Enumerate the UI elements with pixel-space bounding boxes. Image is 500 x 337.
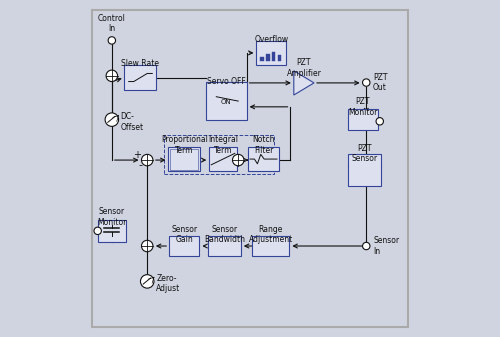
Text: Overflow: Overflow: [254, 35, 288, 44]
FancyBboxPatch shape: [260, 57, 264, 61]
Polygon shape: [294, 71, 314, 95]
FancyBboxPatch shape: [272, 52, 276, 61]
Text: Zero-
Adjust: Zero- Adjust: [156, 274, 180, 294]
Text: Slew Rate: Slew Rate: [122, 59, 160, 68]
Text: Sensor
Gain: Sensor Gain: [171, 225, 198, 244]
Circle shape: [140, 275, 154, 288]
FancyBboxPatch shape: [266, 54, 270, 61]
Circle shape: [106, 70, 118, 82]
FancyBboxPatch shape: [206, 82, 246, 121]
Circle shape: [362, 79, 370, 86]
FancyBboxPatch shape: [124, 65, 156, 90]
FancyBboxPatch shape: [169, 236, 200, 256]
Circle shape: [105, 113, 118, 126]
FancyBboxPatch shape: [278, 55, 281, 61]
Text: PZT
Monitor: PZT Monitor: [348, 97, 378, 117]
FancyBboxPatch shape: [252, 236, 290, 256]
Circle shape: [108, 37, 116, 44]
Circle shape: [142, 154, 153, 166]
Text: -: -: [138, 160, 142, 170]
Text: PZT
Out: PZT Out: [373, 73, 388, 92]
Circle shape: [376, 118, 384, 125]
FancyBboxPatch shape: [209, 147, 237, 171]
Circle shape: [362, 242, 370, 250]
FancyBboxPatch shape: [248, 147, 278, 171]
Circle shape: [232, 154, 244, 166]
Text: +: +: [133, 150, 141, 160]
Circle shape: [142, 240, 153, 252]
Text: Servo OFF: Servo OFF: [207, 78, 246, 86]
Text: DC-
Offset: DC- Offset: [120, 112, 144, 132]
Text: Control
In: Control In: [98, 14, 126, 33]
FancyBboxPatch shape: [92, 10, 408, 327]
Circle shape: [94, 227, 102, 235]
FancyBboxPatch shape: [348, 154, 382, 185]
FancyBboxPatch shape: [256, 41, 286, 65]
Text: Integral
Term: Integral Term: [208, 135, 238, 155]
FancyBboxPatch shape: [98, 220, 126, 242]
Text: Notch
Filter: Notch Filter: [252, 135, 274, 155]
Text: PZT
Sensor: PZT Sensor: [352, 144, 378, 163]
FancyBboxPatch shape: [208, 236, 241, 256]
Text: ON: ON: [221, 99, 232, 105]
Text: Range
Adjustment: Range Adjustment: [249, 225, 293, 244]
Text: Proportional
Term: Proportional Term: [161, 135, 208, 155]
Text: Sensor
Monitor: Sensor Monitor: [97, 207, 126, 227]
FancyBboxPatch shape: [168, 147, 200, 171]
Text: Sensor
Bandwidth: Sensor Bandwidth: [204, 225, 245, 244]
Text: PZT
Amplifier: PZT Amplifier: [286, 58, 322, 78]
FancyBboxPatch shape: [348, 109, 378, 130]
Text: Sensor
In: Sensor In: [373, 236, 399, 256]
